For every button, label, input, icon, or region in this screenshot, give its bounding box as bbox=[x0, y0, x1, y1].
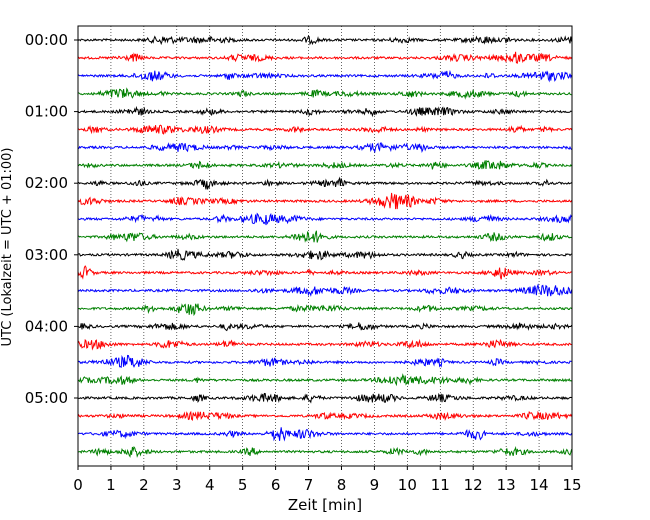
trace-2 bbox=[77, 51, 573, 65]
x-tick-label: 9 bbox=[370, 476, 380, 494]
trace-18 bbox=[77, 338, 572, 351]
plot-background bbox=[78, 26, 572, 466]
x-axis-label: Zeit [min] bbox=[288, 496, 362, 514]
x-tick-label: 6 bbox=[271, 476, 281, 494]
trace-23 bbox=[77, 427, 573, 442]
y-axis: 00:00 01:00 02:00 03:00 04:00 05:00 bbox=[25, 31, 78, 407]
trace-15 bbox=[77, 283, 573, 297]
trace-24 bbox=[77, 445, 573, 458]
trace-21 bbox=[77, 392, 572, 404]
trace-14 bbox=[77, 265, 572, 280]
y-tick-label: 04:00 bbox=[25, 317, 68, 335]
x-tick-label: 15 bbox=[562, 476, 581, 494]
trace-7 bbox=[77, 142, 572, 154]
y-tick-label: 00:00 bbox=[25, 31, 68, 49]
trace-19 bbox=[77, 354, 572, 368]
seismic-traces bbox=[77, 35, 573, 458]
y-tick-label: 02:00 bbox=[25, 174, 68, 192]
x-tick-label: 11 bbox=[431, 476, 450, 494]
trace-10 bbox=[77, 192, 573, 210]
x-grid bbox=[110, 26, 540, 466]
trace-4 bbox=[77, 87, 572, 100]
trace-3 bbox=[77, 69, 573, 83]
trace-20 bbox=[77, 373, 572, 387]
x-tick-label: 5 bbox=[238, 476, 248, 494]
trace-13 bbox=[77, 248, 572, 261]
y-tick-label: 01:00 bbox=[25, 103, 68, 121]
trace-8 bbox=[77, 159, 573, 170]
x-axis: 0 1 2 3 4 5 6 7 8 9 10 11 12 13 14 15 bbox=[73, 466, 582, 494]
x-tick-label: 12 bbox=[464, 476, 483, 494]
trace-1 bbox=[77, 35, 573, 46]
x-tick-label: 14 bbox=[530, 476, 549, 494]
trace-12 bbox=[77, 230, 572, 243]
x-tick-label: 1 bbox=[106, 476, 116, 494]
y-tick-label: 05:00 bbox=[25, 389, 68, 407]
x-tick-label: 7 bbox=[304, 476, 314, 494]
x-tick-label: 8 bbox=[337, 476, 347, 494]
trace-9 bbox=[77, 176, 572, 190]
trace-16 bbox=[77, 303, 572, 317]
x-tick-label: 2 bbox=[139, 476, 149, 494]
trace-5 bbox=[77, 105, 572, 118]
x-tick-label: 10 bbox=[398, 476, 417, 494]
x-tick-label: 3 bbox=[172, 476, 182, 494]
x-tick-label: 4 bbox=[205, 476, 215, 494]
trace-6 bbox=[77, 124, 573, 135]
trace-17 bbox=[77, 322, 573, 332]
plot-frame bbox=[77, 25, 573, 467]
trace-11 bbox=[77, 212, 573, 226]
y-tick-label: 03:00 bbox=[25, 246, 68, 264]
x-tick-label: 0 bbox=[73, 476, 83, 494]
x-tick-label: 13 bbox=[497, 476, 516, 494]
trace-22 bbox=[77, 410, 573, 421]
y-axis-label: UTC (Lokalzeit = UTC + 01:00) bbox=[0, 148, 15, 347]
